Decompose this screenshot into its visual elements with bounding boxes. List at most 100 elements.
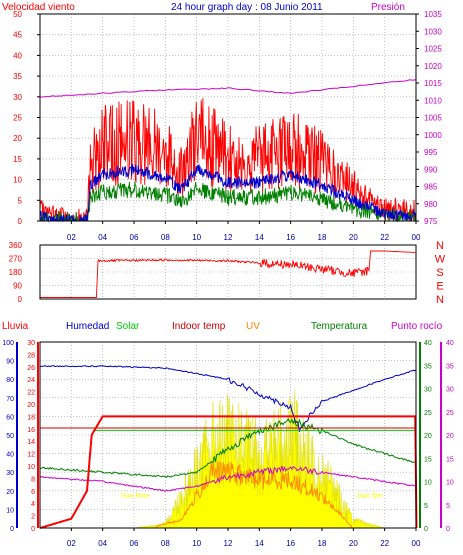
compass-letter: N: [436, 240, 444, 252]
temperature-tick-label: 25: [424, 410, 432, 417]
humidity-tick-label: 50: [6, 433, 14, 440]
dew-point-tick-label: 15: [446, 456, 454, 463]
x-tick-label: 20: [349, 233, 358, 242]
rain-tick-label: 2: [31, 514, 35, 521]
pressure-tick-label: 1015: [424, 79, 442, 88]
dew-point-tick-label: 30: [446, 387, 454, 394]
x-tick-label: 22: [380, 233, 389, 242]
wind-tick-label: 45: [13, 31, 22, 40]
direction-tick-label: 180: [9, 268, 23, 277]
temperature-tick-label: 15: [424, 456, 432, 463]
rain-tick-label: 6: [31, 489, 35, 496]
pressure-tick-label: 1025: [424, 45, 442, 54]
humidity-tick-label: 90: [6, 359, 14, 366]
pressure-tick-label: 985: [424, 183, 438, 192]
humidity-line: [39, 365, 417, 432]
rain-tick-label: 8: [31, 476, 35, 483]
pressure-tick-label: 1020: [424, 62, 442, 71]
x-tick-label: 12: [224, 539, 233, 548]
x-tick-label: 02: [67, 233, 76, 242]
temperature-tick-label: 30: [424, 387, 432, 394]
wind-tick-label: 10: [13, 176, 22, 185]
x-tick-label: 14: [255, 539, 264, 548]
pressure-tick-label: 975: [424, 217, 438, 226]
rain-tick-label: 12: [27, 452, 35, 459]
wind-tick-label: 0: [18, 217, 23, 226]
x-tick-label: 02: [67, 539, 76, 548]
x-tick-label: 22: [380, 539, 389, 548]
dew-point-tick-label: 20: [446, 433, 454, 440]
chart-title: 24 hour graph day : 08 Junio 2011: [171, 2, 323, 13]
left-top-label: Velocidad viento: [2, 2, 75, 13]
x-tick-label: 00: [412, 539, 421, 548]
dew-point-tick-label: 35: [446, 363, 454, 370]
dew-point-tick-label: 25: [446, 410, 454, 417]
pressure-tick-label: 1030: [424, 27, 442, 36]
wind-direction-line: [40, 250, 416, 298]
humidity-label: Humedad: [66, 321, 109, 332]
humidity-tick-label: 30: [6, 470, 14, 477]
axes: [16, 13, 442, 531]
x-tick-label: 06: [130, 233, 139, 242]
rain-tick-label: 30: [27, 340, 35, 347]
rain-tick-label: 0: [31, 526, 35, 533]
humidity-tick-label: 40: [6, 452, 14, 459]
direction-tick-label: 360: [9, 241, 23, 250]
dew-point-line: [39, 465, 417, 492]
rain-tick-label: 22: [27, 390, 35, 397]
dew-point-tick-label: 0: [446, 526, 450, 533]
x-tick-label: 16: [286, 539, 295, 548]
temperature-tick-label: 5: [424, 503, 428, 510]
wind-tick-label: 25: [13, 114, 22, 123]
rain-line: [39, 415, 418, 529]
right-top-label: Presión: [371, 2, 405, 13]
x-tick-label: 18: [318, 233, 327, 242]
wind-tick-label: 20: [13, 134, 22, 143]
solar-area: [40, 389, 416, 529]
wind-min-line: [39, 181, 417, 223]
rain-tick-label: 26: [27, 365, 35, 372]
sun-rise-label: Sun Rise: [121, 493, 150, 500]
humidity-tick-label: 10: [6, 507, 14, 514]
pressure-tick-label: 1000: [424, 131, 442, 140]
compass-letter: E: [436, 281, 443, 293]
sun-set-label: Sun Set: [357, 493, 382, 500]
x-tick-label: 14: [255, 233, 264, 242]
rain-tick-label: 14: [27, 439, 35, 446]
indoor-temp-label: Indoor temp: [172, 321, 226, 332]
temperature-tick-label: 35: [424, 363, 432, 370]
dew-point-tick-label: 10: [446, 480, 454, 487]
rain-tick-label: 28: [27, 352, 35, 359]
direction-tick-label: 0: [18, 295, 23, 304]
labels: Velocidad viento 24 hour graph day : 08 …: [2, 2, 454, 548]
rain-tick-label: 20: [27, 402, 35, 409]
rain-tick-label: 16: [27, 427, 35, 434]
pressure-tick-label: 980: [424, 200, 438, 209]
pressure-tick-label: 1005: [424, 114, 442, 123]
rain-tick-label: 18: [27, 414, 35, 421]
rain-tick-label: 10: [27, 464, 35, 471]
direction-plot-frame: [39, 244, 417, 300]
temperature-tick-label: 10: [424, 480, 432, 487]
pressure-tick-label: 995: [424, 148, 438, 157]
direction-tick-label: 90: [13, 282, 22, 291]
x-tick-label: 04: [98, 539, 107, 548]
wind-tick-label: 40: [13, 51, 22, 60]
series: [39, 79, 418, 529]
x-tick-label: 00: [412, 233, 421, 242]
x-tick-label: 20: [349, 539, 358, 548]
wind-avg-line: [39, 163, 417, 223]
dew-point-tick-label: 5: [446, 503, 450, 510]
x-tick-label: 06: [130, 539, 139, 548]
temperature-tick-label: 20: [424, 433, 432, 440]
x-tick-label: 08: [161, 233, 170, 242]
pressure-line: [39, 79, 417, 98]
x-tick-label: 12: [224, 233, 233, 242]
x-tick-label: 04: [98, 233, 107, 242]
rain-tick-label: 4: [31, 501, 35, 508]
compass-letter: W: [435, 254, 446, 266]
wind-gust-line: [39, 97, 416, 222]
humidity-tick-label: 80: [6, 377, 14, 384]
temperature-label: Temperatura: [311, 321, 368, 332]
